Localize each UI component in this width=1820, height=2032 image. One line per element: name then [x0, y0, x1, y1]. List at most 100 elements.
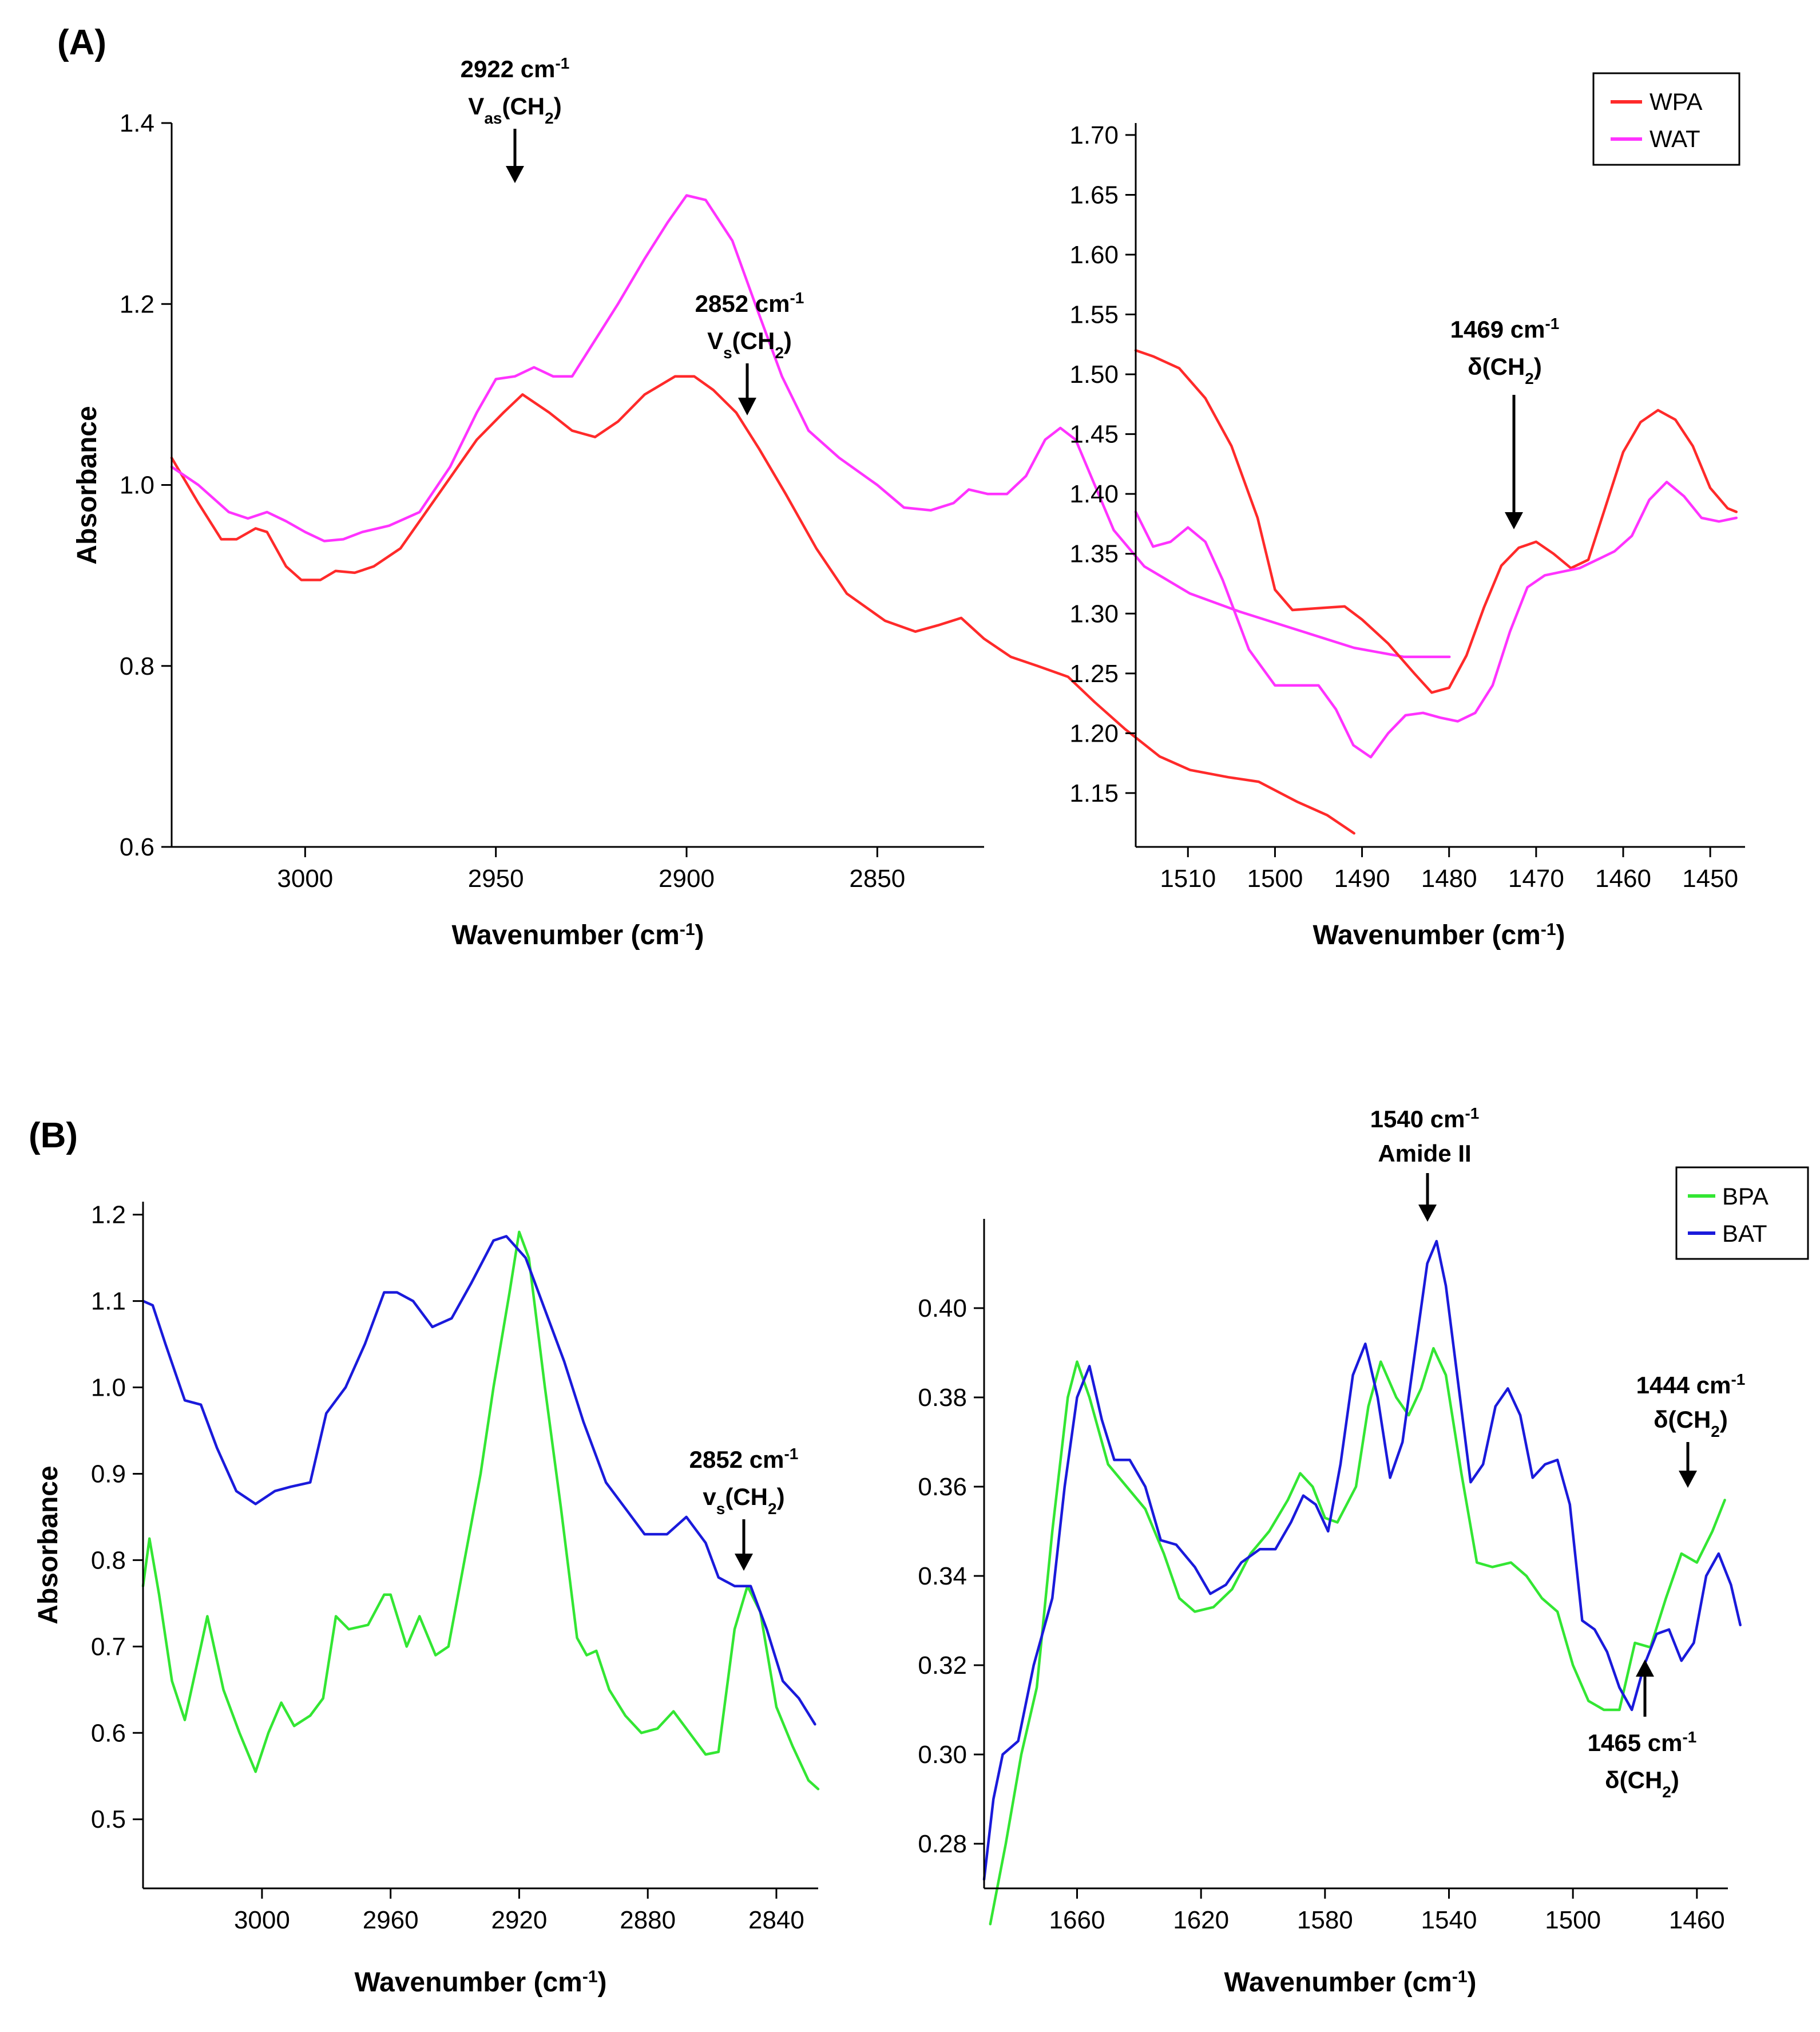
- chart-a-left: 3000 2950 2900 2850 0.6 0.8 1.0 1.2 1.4 Wavenumb…: [72, 54, 1451, 951]
- x-tick-label: 1460: [1595, 865, 1651, 893]
- y-tick-label: 1.1: [91, 1288, 126, 1316]
- legend: WPA WAT: [1592, 72, 1740, 166]
- x-axis-title: Wavenumber (cm-1): [355, 1967, 607, 1998]
- x-tick-label: 2850: [849, 865, 905, 893]
- annotation-1444-assignment: δ(CH2): [1654, 1406, 1728, 1440]
- y-tick-label: 1.45: [1069, 421, 1119, 449]
- x-axis-title: Wavenumber (cm-1): [1224, 1967, 1477, 1998]
- annotation-2922: 2922 cm-1: [461, 54, 570, 83]
- y-tick-label: 1.20: [1069, 719, 1119, 747]
- series-line-bat: [982, 1239, 1742, 1881]
- x-tick-label: 1500: [1247, 865, 1303, 893]
- series-line-bpa: [141, 1230, 820, 1791]
- arrow-1469: [1505, 395, 1523, 529]
- y-tick-label: 0.30: [918, 1741, 967, 1769]
- annotation-1469-assignment: δ(CH2): [1468, 353, 1542, 387]
- y-tick-label: 1.4: [120, 109, 154, 137]
- x-axis-title: Wavenumber (cm-1): [452, 920, 704, 951]
- legend-label-bpa: BPA: [1722, 1183, 1769, 1210]
- annotation-1540-assignment: Amide II: [1378, 1140, 1471, 1167]
- legend-label-wat: WAT: [1650, 125, 1700, 152]
- series-layer: [982, 1239, 1742, 1926]
- x-tick-label: 1460: [1669, 1906, 1725, 1934]
- annotation-2852-assignment: Vs(CH2): [707, 327, 792, 362]
- y-tick-label: 0.6: [91, 1719, 126, 1747]
- annotation-1444: 1444 cm-1: [1636, 1370, 1746, 1399]
- axis-ticks: 1510 1500 1490 1480 1470 1460 1450 1.15 1.20 1.25…: [1069, 121, 1738, 893]
- arrow-2922: [506, 129, 524, 183]
- series-line-wpa: [1134, 349, 1738, 694]
- x-tick-label: 1450: [1682, 865, 1738, 893]
- y-tick-label: 0.36: [918, 1473, 967, 1501]
- axis-ticks: 3000 2960 2920 2880 2840 0.5 0.6 0.7 0.8 0.9 1.0 1.…: [91, 1201, 804, 1934]
- x-tick-label: 2840: [748, 1906, 804, 1934]
- axis-ticks: 1660 1620 1580 1540 1500 1460 0.28 0.30 0.32 0.34…: [918, 1294, 1724, 1934]
- x-tick-label: 1540: [1421, 1906, 1477, 1934]
- y-tick-label: 1.60: [1069, 241, 1119, 269]
- y-tick-label: 1.2: [120, 290, 154, 318]
- x-tick-label: 1500: [1545, 1906, 1601, 1934]
- x-tick-label: 2920: [491, 1906, 547, 1934]
- y-tick-label: 0.32: [918, 1651, 967, 1680]
- y-tick-label: 1.65: [1069, 181, 1119, 209]
- x-axis-title: Wavenumber (cm-1): [1313, 920, 1565, 951]
- x-tick-label: 1490: [1334, 865, 1390, 893]
- panel-label-b: (B): [29, 1116, 78, 1155]
- y-tick-label: 1.2: [91, 1201, 126, 1229]
- axis-ticks: 3000 2950 2900 2850 0.6 0.8 1.0 1.2 1.4: [120, 109, 905, 893]
- x-tick-label: 2880: [620, 1906, 676, 1934]
- x-tick-label: 1480: [1421, 865, 1477, 893]
- x-tick-label: 2950: [468, 865, 524, 893]
- series-line-bpa: [989, 1346, 1726, 1926]
- series-line-wat: [170, 194, 1451, 659]
- legend: BPA BAT: [1675, 1166, 1809, 1260]
- annotation-1540: 1540 cm-1: [1370, 1104, 1480, 1133]
- y-tick-label: 0.38: [918, 1384, 967, 1412]
- annotation-2852: 2852 cm-1: [695, 289, 804, 318]
- legend-label-wpa: WPA: [1650, 88, 1703, 115]
- y-axis-title: Absorbance: [72, 406, 102, 564]
- legend-label-bat: BAT: [1722, 1220, 1767, 1247]
- arrow-1444: [1679, 1442, 1697, 1488]
- y-tick-label: 0.7: [91, 1633, 126, 1661]
- y-tick-label: 1.55: [1069, 301, 1119, 329]
- series-layer: [1134, 349, 1738, 759]
- x-tick-label: 1620: [1173, 1906, 1229, 1934]
- annotation-2852-b: 2852 cm-1: [689, 1445, 799, 1474]
- y-tick-label: 0.8: [91, 1546, 126, 1574]
- y-tick-label: 0.34: [918, 1562, 967, 1590]
- series-layer: [170, 194, 1451, 835]
- y-tick-label: 0.40: [918, 1294, 967, 1322]
- annotation-2922-assignment: Vas(CH2): [468, 93, 561, 127]
- y-tick-label: 1.35: [1069, 540, 1119, 568]
- annotation-1469: 1469 cm-1: [1450, 315, 1560, 343]
- chart-b-left: 3000 2960 2920 2880 2840 0.5 0.6 0.7 0.8 0.9 1.0 1.…: [33, 1201, 820, 1998]
- x-tick-label: 3000: [277, 865, 333, 893]
- chart-a-right: 1510 1500 1490 1480 1470 1460 1450 1.15 1.20 1.25…: [1069, 72, 1745, 951]
- y-tick-label: 0.28: [918, 1830, 967, 1858]
- y-tick-label: 1.0: [91, 1374, 126, 1402]
- chart-b-right: 1660 1620 1580 1540 1500 1460 0.28 0.30 0.32 0.34…: [918, 1104, 1809, 1998]
- x-tick-label: 1660: [1049, 1906, 1105, 1934]
- y-tick-label: 1.30: [1069, 600, 1119, 628]
- y-tick-label: 0.6: [120, 833, 154, 861]
- panel-label-a: (A): [57, 23, 106, 62]
- arrow-2852: [738, 363, 756, 415]
- x-tick-label: 3000: [234, 1906, 290, 1934]
- arrow-2852-b: [735, 1519, 753, 1571]
- y-tick-label: 1.0: [120, 472, 154, 500]
- x-tick-label: 1580: [1297, 1906, 1353, 1934]
- series-layer: [141, 1230, 820, 1791]
- x-tick-label: 1510: [1160, 865, 1216, 893]
- y-tick-label: 1.50: [1069, 361, 1119, 389]
- x-tick-label: 1470: [1508, 865, 1564, 893]
- series-line-wpa: [170, 375, 1355, 835]
- arrow-1465: [1636, 1659, 1654, 1717]
- x-tick-label: 2960: [363, 1906, 419, 1934]
- y-tick-label: 0.5: [91, 1805, 126, 1833]
- y-tick-label: 0.9: [91, 1460, 126, 1488]
- arrow-1540: [1418, 1173, 1437, 1222]
- y-axis-title: Absorbance: [33, 1465, 64, 1624]
- y-tick-label: 1.40: [1069, 480, 1119, 508]
